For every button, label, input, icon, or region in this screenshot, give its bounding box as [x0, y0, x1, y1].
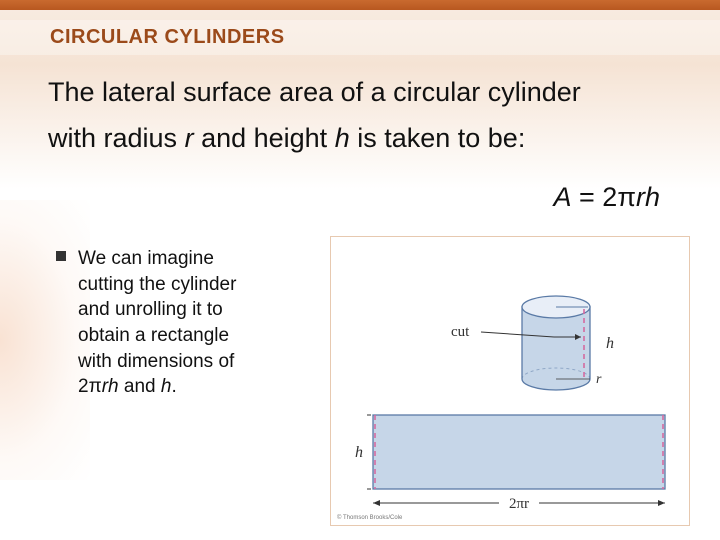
background-glow — [0, 200, 90, 480]
title-band: CIRCULAR CYLINDERS — [0, 20, 720, 55]
cylinder-diagram: cut h r h 2πr — [331, 237, 691, 527]
bullet-line: obtain a rectangle — [78, 323, 303, 349]
top-accent-bar — [0, 0, 720, 10]
svg-text:cut: cut — [451, 324, 470, 340]
bullet-line: with dimensions of — [78, 349, 303, 375]
figure-panel: cut h r h 2πr © Thomson Brooks/Cole — [330, 236, 690, 526]
svg-text:2πr: 2πr — [509, 496, 529, 512]
bullet-line: 2πrh and h. — [78, 374, 303, 400]
bullet-square-icon — [56, 251, 66, 261]
body-line-1: The lateral surface area of a circular c… — [48, 72, 680, 114]
figure-credit: © Thomson Brooks/Cole — [337, 515, 402, 521]
formula: A = 2πrh — [554, 182, 660, 213]
bullet-line: We can imagine — [78, 246, 303, 272]
bullet-line: cutting the cylinder — [78, 272, 303, 298]
body-text: The lateral surface area of a circular c… — [48, 72, 680, 160]
body-line-2: with radius r and height h is taken to b… — [48, 118, 680, 160]
svg-text:r: r — [596, 372, 602, 387]
svg-text:h: h — [355, 444, 363, 461]
bullet-line: and unrolling it to — [78, 297, 303, 323]
slide-title: CIRCULAR CYLINDERS — [50, 26, 720, 49]
bullet-block: We can imagine cutting the cylinder and … — [78, 246, 303, 400]
svg-text:h: h — [606, 335, 614, 352]
